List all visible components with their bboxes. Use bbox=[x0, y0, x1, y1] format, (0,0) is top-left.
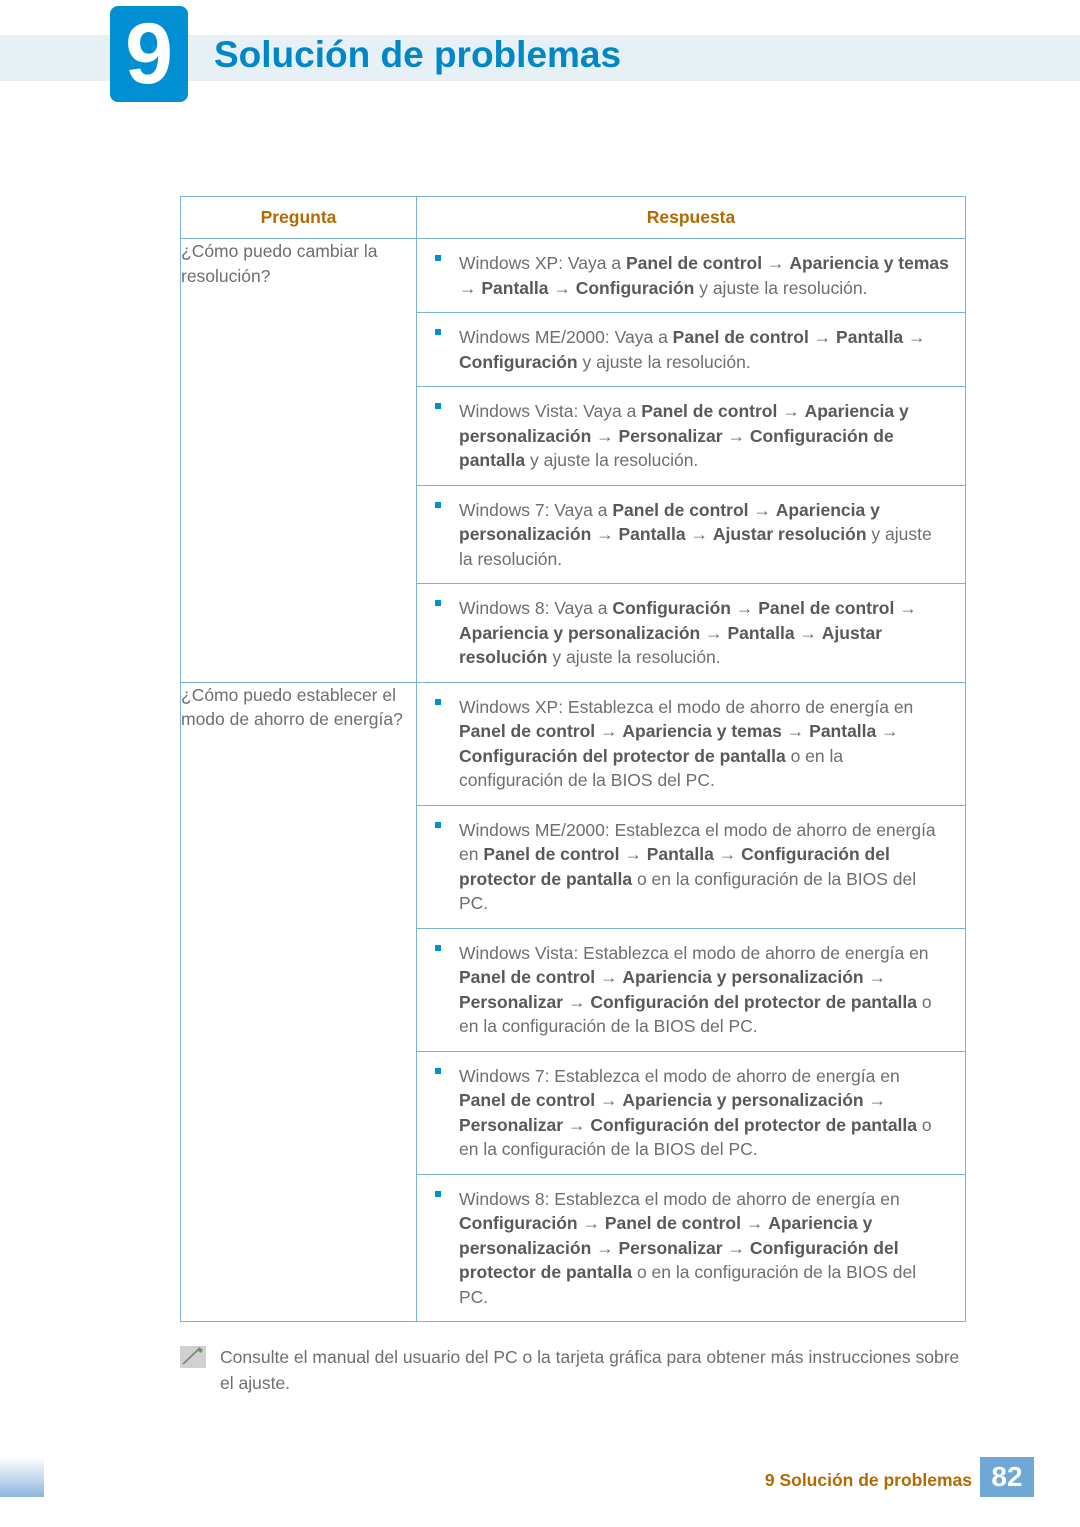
note-icon bbox=[180, 1346, 206, 1368]
answer-item: Windows Vista: Establezca el modo de aho… bbox=[417, 928, 965, 1051]
chapter-number-badge: 9 bbox=[110, 6, 188, 102]
answer-item: Windows 8: Vaya a Configuración → Panel … bbox=[417, 583, 965, 682]
answer-cell: Windows XP: Vaya a Panel de control → Ap… bbox=[417, 239, 966, 683]
question-cell: ¿Cómo puedo cambiar la resolución? bbox=[181, 239, 417, 683]
answer-item: Windows 7: Establezca el modo de ahorro … bbox=[417, 1051, 965, 1174]
answer-item: Windows XP: Vaya a Panel de control → Ap… bbox=[417, 239, 965, 312]
answer-text: Windows 8: Establezca el modo de ahorro … bbox=[459, 1189, 916, 1307]
answer-text: Windows 7: Vaya a Panel de control → Apa… bbox=[459, 500, 932, 569]
footer-page-number: 82 bbox=[980, 1457, 1034, 1497]
answer-text: Windows 8: Vaya a Configuración → Panel … bbox=[459, 598, 917, 667]
col-header-answer: Respuesta bbox=[417, 197, 966, 239]
bullet-icon bbox=[435, 329, 441, 335]
bullet-icon bbox=[435, 822, 441, 828]
answer-text: Windows Vista: Vaya a Panel de control →… bbox=[459, 401, 909, 470]
answer-item: Windows XP: Establezca el modo de ahorro… bbox=[417, 683, 965, 805]
answer-item: Windows 7: Vaya a Panel de control → Apa… bbox=[417, 485, 965, 584]
footer-left-stripe bbox=[0, 1457, 44, 1497]
answer-text: Windows XP: Vaya a Panel de control → Ap… bbox=[459, 253, 949, 298]
note-text: Consulte el manual del usuario del PC o … bbox=[220, 1344, 966, 1397]
question-cell: ¿Cómo puedo establecer el modo de ahorro… bbox=[181, 682, 417, 1322]
note-row: Consulte el manual del usuario del PC o … bbox=[180, 1344, 966, 1397]
footer-chapter-label: 9 Solución de problemas bbox=[765, 1470, 972, 1491]
chapter-title: Solución de problemas bbox=[214, 34, 621, 76]
answer-text: Windows 7: Establezca el modo de ahorro … bbox=[459, 1066, 932, 1160]
answer-text: Windows ME/2000: Establezca el modo de a… bbox=[459, 820, 936, 914]
bullet-icon bbox=[435, 945, 441, 951]
answer-item: Windows Vista: Vaya a Panel de control →… bbox=[417, 386, 965, 485]
bullet-icon bbox=[435, 699, 441, 705]
bullet-icon bbox=[435, 255, 441, 261]
col-header-question: Pregunta bbox=[181, 197, 417, 239]
bullet-icon bbox=[435, 600, 441, 606]
answer-cell: Windows XP: Establezca el modo de ahorro… bbox=[417, 682, 966, 1322]
bullet-icon bbox=[435, 1068, 441, 1074]
page-footer: 9 Solución de problemas 82 bbox=[0, 1457, 1080, 1497]
qa-table: Pregunta Respuesta ¿Cómo puedo cambiar l… bbox=[180, 196, 966, 1322]
answer-item: Windows ME/2000: Establezca el modo de a… bbox=[417, 805, 965, 928]
answer-item: Windows ME/2000: Vaya a Panel de control… bbox=[417, 312, 965, 386]
bullet-icon bbox=[435, 403, 441, 409]
answer-text: Windows XP: Establezca el modo de ahorro… bbox=[459, 697, 913, 791]
answer-item: Windows 8: Establezca el modo de ahorro … bbox=[417, 1174, 965, 1322]
bullet-icon bbox=[435, 1191, 441, 1197]
answer-text: Windows Vista: Establezca el modo de aho… bbox=[459, 943, 932, 1037]
answer-text: Windows ME/2000: Vaya a Panel de control… bbox=[459, 327, 926, 372]
page-content: Pregunta Respuesta ¿Cómo puedo cambiar l… bbox=[180, 196, 966, 1397]
bullet-icon bbox=[435, 502, 441, 508]
